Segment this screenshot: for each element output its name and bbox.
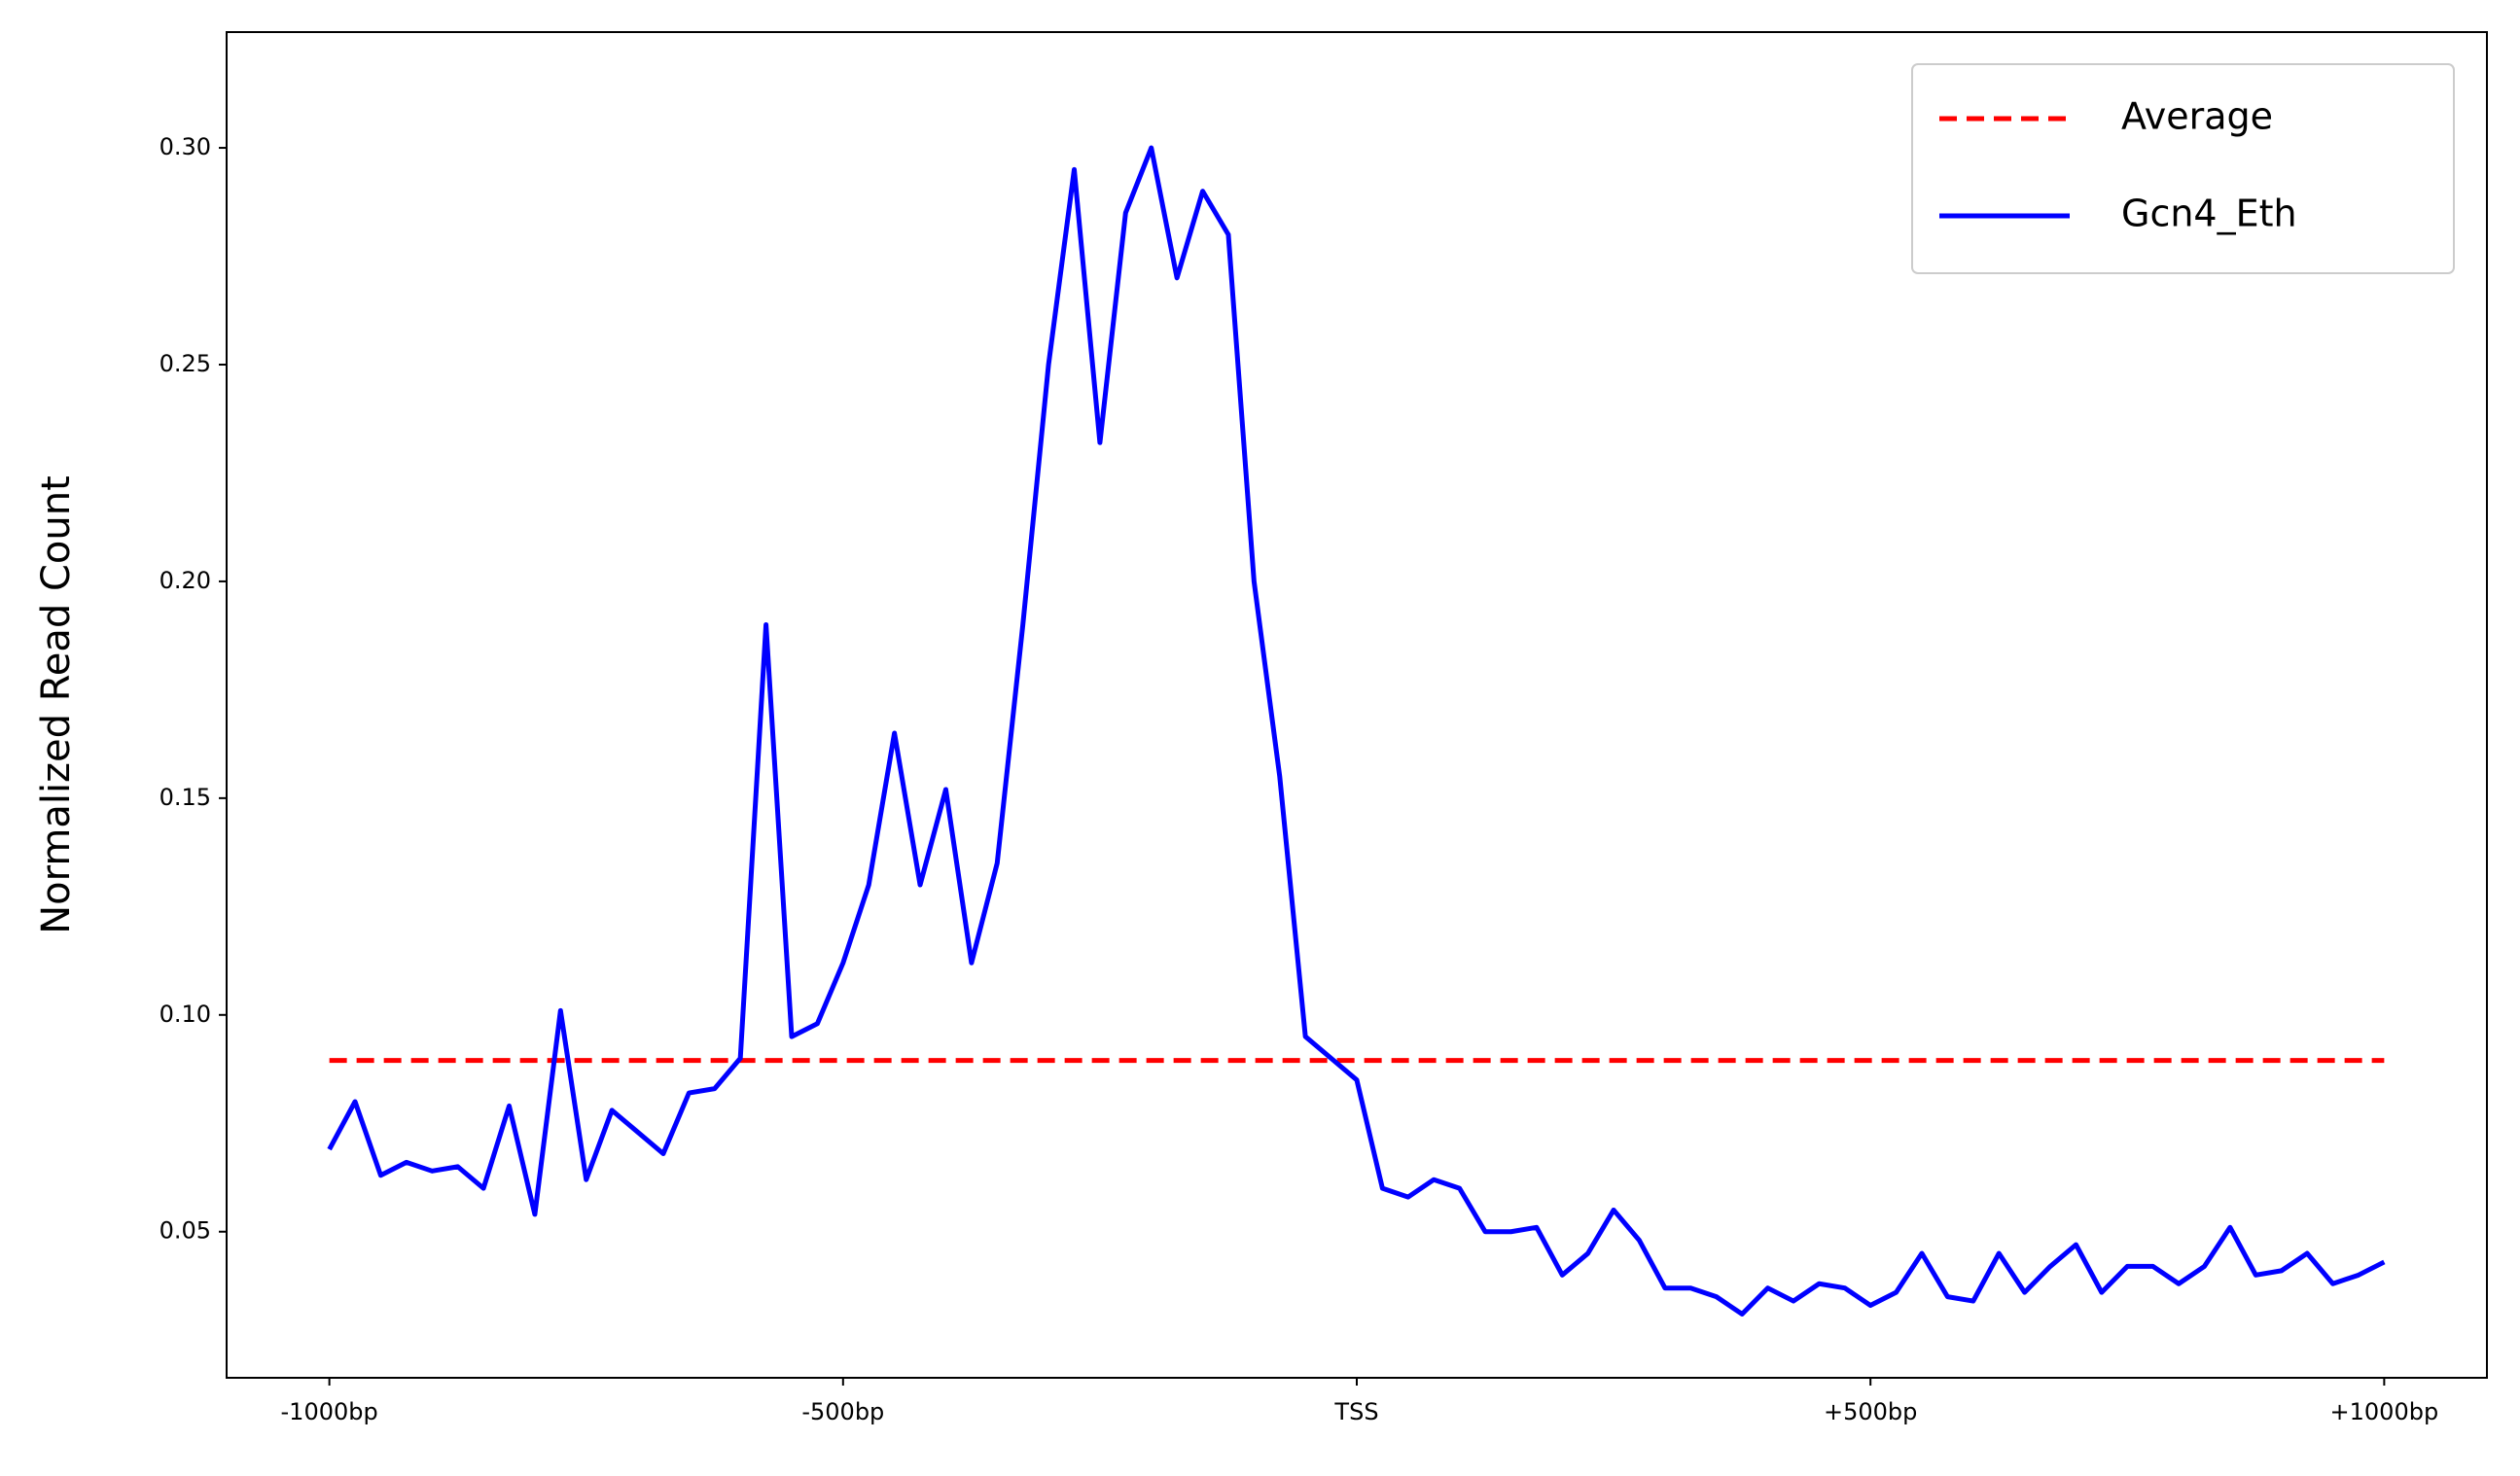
x-tick-label: -500bp — [801, 1398, 884, 1425]
y-tick-label: 0.25 — [160, 350, 211, 377]
legend-box — [1911, 63, 2455, 274]
legend-label: Gcn4_Eth — [2121, 193, 2297, 235]
x-tick-label: -1000bp — [281, 1398, 378, 1425]
x-tick-label: +500bp — [1824, 1398, 1917, 1425]
y-tick-label: 0.30 — [160, 133, 211, 160]
legend-label: Average — [2121, 95, 2273, 138]
y-tick-label: 0.20 — [160, 567, 211, 594]
y-tick-label: 0.15 — [160, 784, 211, 811]
line-series — [327, 145, 2386, 1317]
x-tick-label: +1000bp — [2330, 1398, 2439, 1425]
y-axis-label: Normalized Read Count — [34, 475, 79, 934]
y-tick-label: 0.10 — [160, 1001, 211, 1028]
x-tick-label: TSS — [1333, 1398, 1378, 1425]
y-tick-label: 0.05 — [160, 1217, 211, 1245]
